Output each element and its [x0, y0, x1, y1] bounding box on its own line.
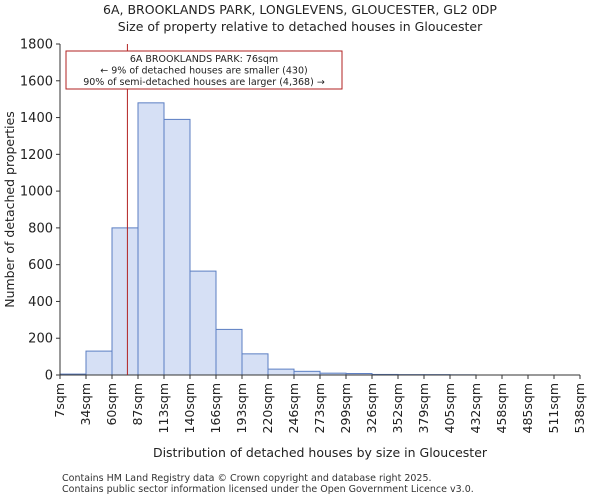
x-tick-label: 113sqm	[156, 383, 171, 433]
x-tick-label: 432sqm	[468, 383, 483, 433]
x-tick-label: 326sqm	[364, 383, 379, 433]
histogram-bar	[267, 368, 295, 376]
x-axis-label: Distribution of detached houses by size …	[153, 445, 488, 460]
histogram-bar	[293, 370, 321, 376]
y-tick-label: 1000	[20, 185, 53, 200]
annotation-line: ← 9% of detached houses are smaller (430…	[100, 66, 307, 77]
histogram-bar	[111, 227, 139, 376]
footer-copyright: Contains HM Land Registry data © Crown c…	[62, 473, 432, 484]
histogram-bar	[215, 328, 243, 376]
y-tick-label: 1800	[20, 38, 53, 53]
x-tick-label: 34sqm	[78, 383, 93, 426]
x-axis: 7sqm 34sqm 60sqm 87sqm 113sqm 140sqm 166sqm 193…	[52, 374, 587, 433]
chart-title-line2: Size of property relative to detached ho…	[117, 19, 483, 34]
histogram-bar	[85, 350, 113, 376]
x-tick-label: 405sqm	[442, 383, 457, 433]
x-tick-label: 166sqm	[208, 383, 223, 433]
x-tick-label: 87sqm	[130, 383, 145, 426]
y-tick-label: 200	[28, 332, 53, 347]
x-tick-label: 538sqm	[572, 383, 587, 433]
y-axis: 0 200 400 600 800 1000 1200 1400 1600 1800	[20, 38, 61, 384]
x-tick-label: 7sqm	[52, 383, 67, 418]
x-tick-label: 458sqm	[494, 383, 509, 433]
x-tick-label: 60sqm	[104, 383, 119, 426]
y-tick-label: 1400	[20, 111, 53, 126]
bars-group	[59, 102, 477, 376]
y-axis-label: Number of detached properties	[2, 111, 17, 308]
x-tick-label: 485sqm	[520, 383, 535, 433]
chart-title-line1: 6A, BROOKLANDS PARK, LONGLEVENS, GLOUCES…	[103, 2, 497, 17]
histogram-bar	[137, 102, 165, 376]
y-tick-label: 1600	[20, 74, 53, 89]
x-tick-label: 193sqm	[234, 383, 249, 433]
x-tick-label: 273sqm	[312, 383, 327, 433]
x-tick-label: 220sqm	[260, 383, 275, 433]
y-tick-label: 600	[28, 258, 53, 273]
histogram-bar	[163, 118, 191, 376]
annotation-line: 6A BROOKLANDS PARK: 76sqm	[130, 54, 278, 65]
y-tick-label: 400	[28, 295, 53, 310]
x-tick-label: 140sqm	[182, 383, 197, 433]
x-tick-label: 511sqm	[546, 383, 561, 433]
annotation-frame	[65, 50, 343, 90]
x-tick-label: 299sqm	[338, 383, 353, 433]
annotation-line: 90% of semi-detached houses are larger (…	[83, 77, 325, 88]
annotation-box: 6A BROOKLANDS PARK: 76sqm← 9% of detache…	[65, 50, 343, 90]
histogram-bar	[241, 353, 269, 376]
y-tick-label: 1200	[20, 148, 53, 163]
footer-licence: Contains public sector information licen…	[62, 484, 474, 495]
x-tick-label: 379sqm	[416, 383, 431, 433]
x-tick-label: 352sqm	[390, 383, 405, 433]
y-tick-label: 800	[28, 221, 53, 236]
histogram-bar	[189, 270, 217, 376]
x-tick-label: 246sqm	[286, 383, 301, 433]
y-tick-label: 0	[45, 369, 53, 384]
